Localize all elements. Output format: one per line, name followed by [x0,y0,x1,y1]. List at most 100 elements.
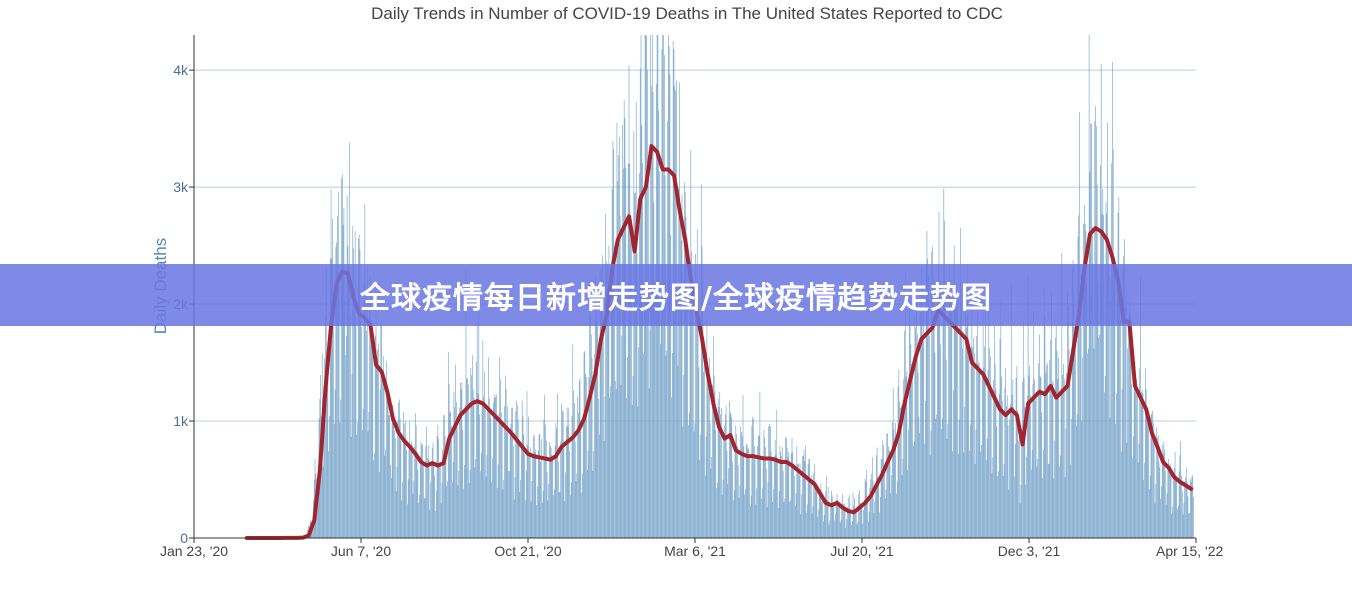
daily-bar [410,447,411,538]
daily-bar [351,373,353,538]
daily-bar [865,481,867,538]
daily-bar [749,454,750,538]
daily-bar [1179,455,1181,538]
daily-bar [711,457,713,538]
daily-bar [500,379,501,538]
daily-bar [576,473,578,538]
daily-bar [829,520,831,538]
daily-bar [546,471,548,538]
seven-day-average-line [244,144,1194,540]
daily-bar [409,421,411,538]
daily-bar [936,414,937,538]
daily-bar [955,288,957,538]
daily-bar [1049,359,1051,538]
daily-bar [1025,484,1027,538]
daily-bar [1026,395,1028,538]
daily-bar [891,475,892,538]
daily-bar [980,451,982,538]
daily-bar [585,374,586,538]
daily-bar [750,495,752,538]
daily-bar [760,457,762,538]
daily-bar [362,429,363,538]
daily-bar [875,483,876,538]
daily-bar [1037,459,1039,538]
daily-bar [541,439,542,538]
daily-bar [666,350,668,538]
daily-bar [451,482,453,538]
daily-bar [619,215,621,539]
daily-bar [762,455,764,538]
daily-bar [423,498,425,538]
daily-bar [874,501,876,538]
daily-bar [703,372,704,538]
daily-bar [545,440,547,538]
daily-bar [411,444,413,538]
daily-bar [1129,301,1131,538]
daily-bar [689,288,691,538]
daily-bar [1043,287,1045,538]
daily-bar [774,456,775,538]
daily-bar [598,434,600,538]
daily-bar [899,401,900,538]
daily-bar [1193,497,1194,538]
daily-bar [1082,357,1084,538]
daily-bar [1073,294,1075,538]
daily-bar [987,369,989,538]
daily-bar [957,454,959,538]
daily-bar [1089,171,1091,539]
daily-bar [330,189,332,538]
daily-bar [1059,455,1061,538]
daily-bar [863,499,865,538]
daily-bar [505,388,507,538]
daily-bar [426,426,427,538]
daily-bar [884,473,885,538]
daily-bar [408,449,410,538]
daily-bar [1133,370,1135,538]
daily-bar [637,406,639,538]
daily-bar [380,321,382,538]
daily-bar [926,231,928,538]
daily-bar [1125,286,1127,538]
daily-bar [629,163,631,538]
daily-bar [481,401,483,538]
daily-bar [391,420,393,538]
daily-bar [507,406,509,538]
daily-bar [435,510,436,538]
daily-bar [1039,375,1041,538]
daily-bar [1175,474,1177,538]
daily-bar [889,451,891,538]
daily-bar [827,499,828,538]
daily-bar [721,408,722,538]
daily-bar [354,287,355,538]
daily-bar [1067,290,1068,538]
daily-bar [821,501,823,538]
daily-bar [695,253,696,538]
daily-bar [802,455,803,538]
daily-bar [771,456,773,538]
daily-bar [696,293,697,538]
daily-bar [681,194,683,539]
chart-title: Daily Trends in Number of COVID-19 Death… [371,4,1003,23]
daily-bar [787,456,789,538]
daily-bar [402,481,403,538]
daily-bar [459,407,460,538]
daily-bar [986,460,987,538]
daily-bar [1002,475,1004,538]
daily-bar [334,389,336,538]
daily-bar [598,398,599,538]
daily-bar [1026,456,1027,538]
daily-bar [1134,361,1136,538]
daily-bar [951,309,953,538]
daily-bar [744,494,745,538]
daily-bar [513,499,515,538]
daily-bar [517,405,518,538]
daily-bar [965,285,966,538]
daily-bar [415,425,417,538]
daily-bar [333,423,335,538]
daily-bar [778,490,780,538]
daily-bar [597,322,598,538]
daily-bar [925,263,927,538]
daily-bar [1135,387,1137,538]
daily-bar [615,389,617,538]
daily-bar [386,388,388,538]
